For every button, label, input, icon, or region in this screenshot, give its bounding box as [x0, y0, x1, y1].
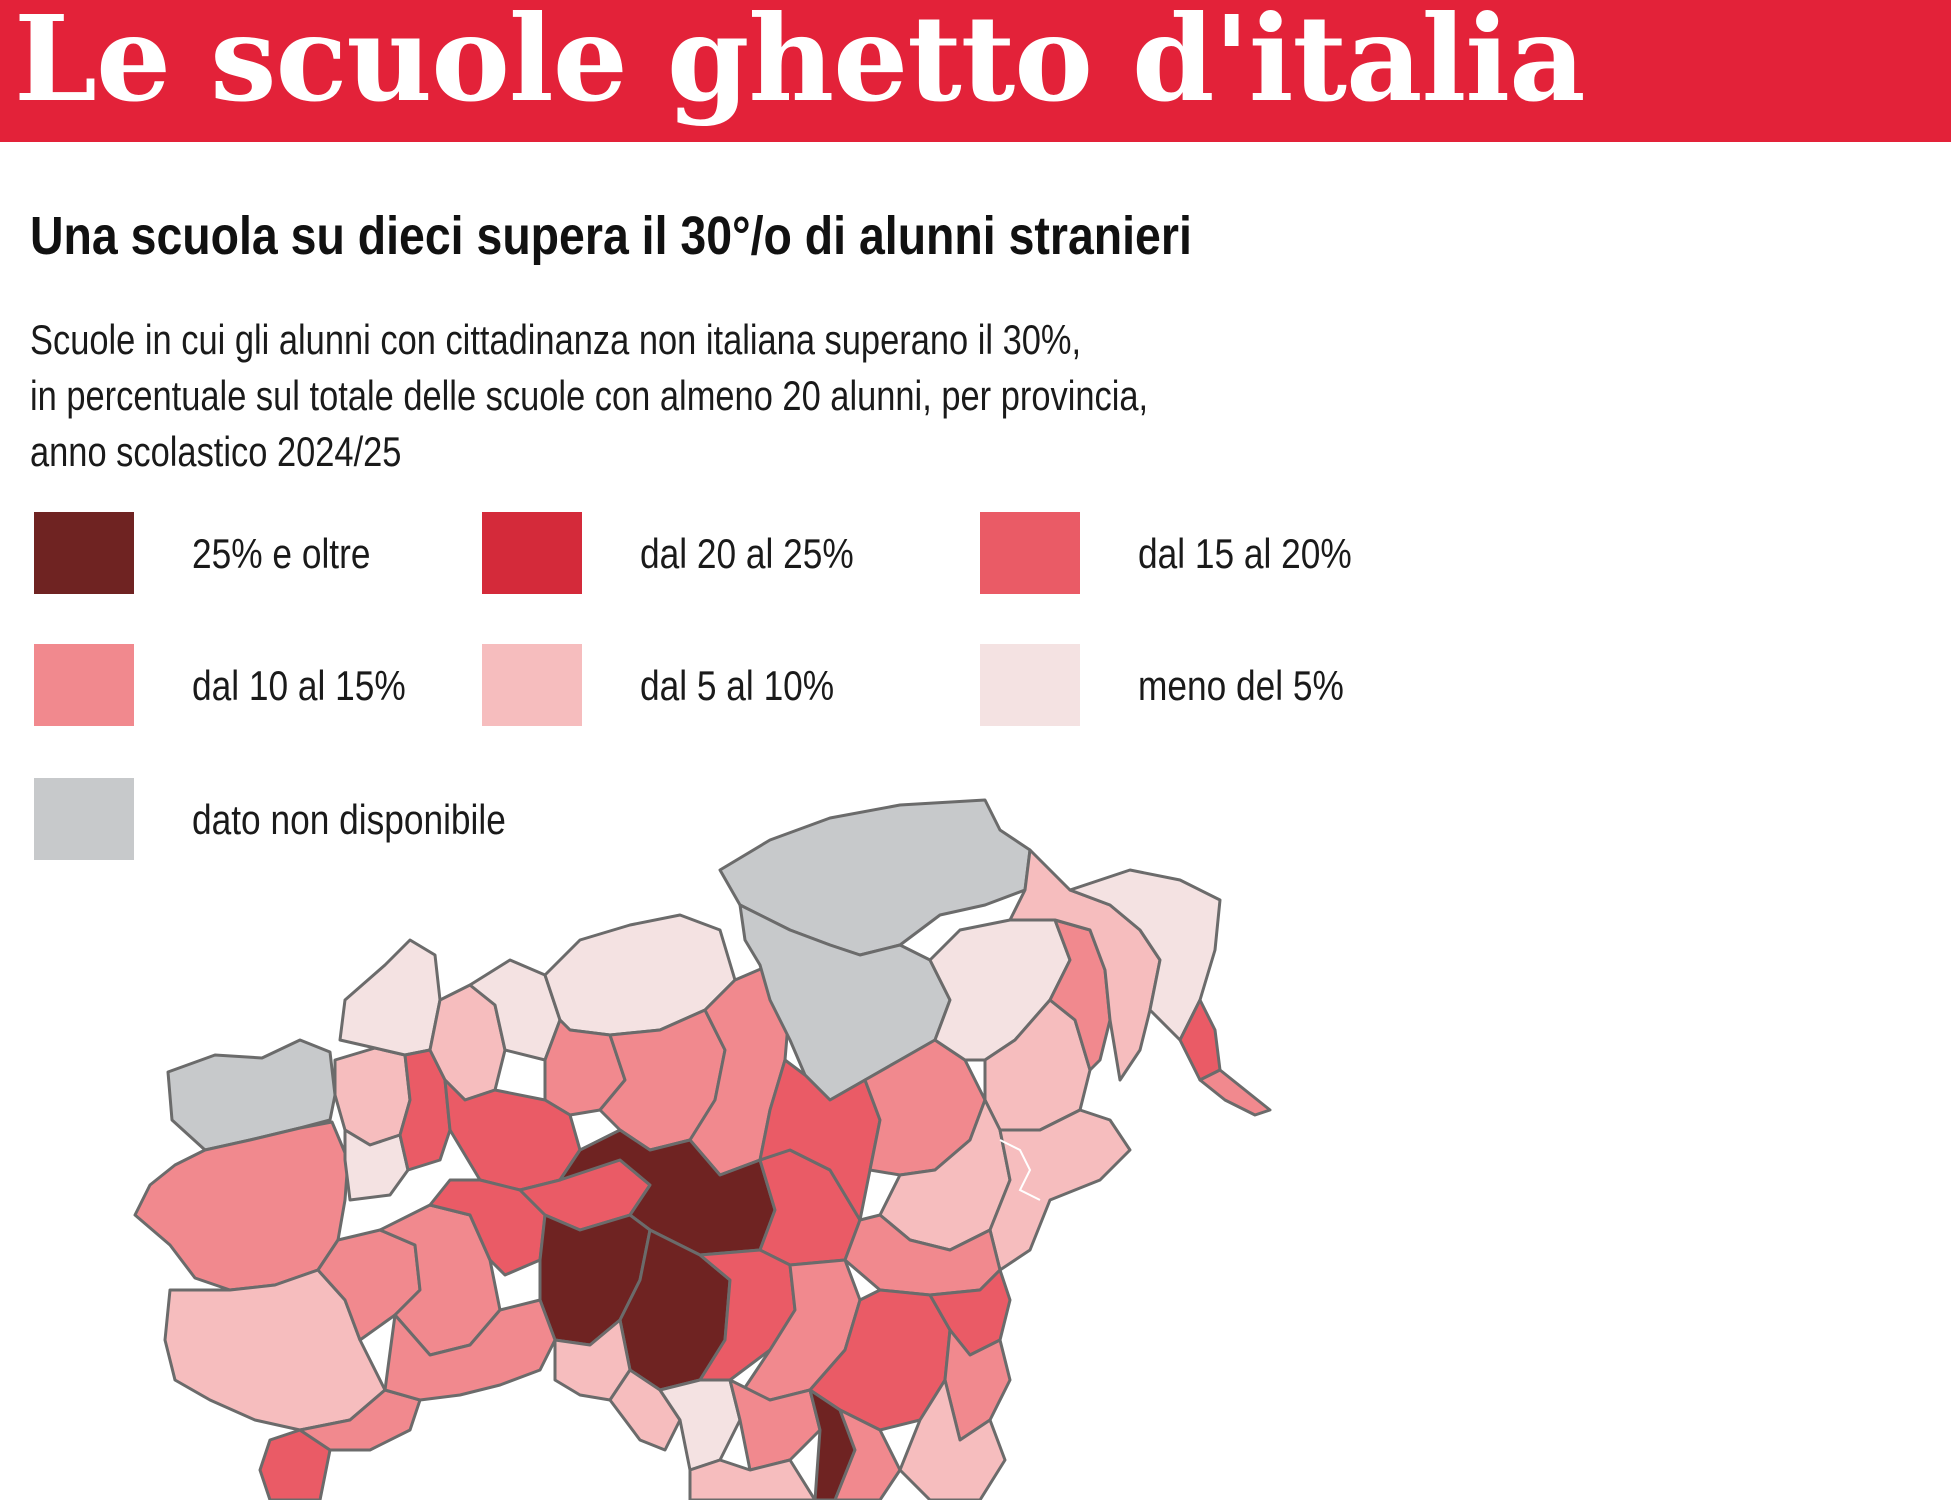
- province-vercelli: [343, 1128, 410, 1202]
- province-forli: [898, 1378, 1007, 1500]
- legend-label: dato non disponibile: [192, 796, 506, 843]
- legend-item-no-data: dato non disponibile: [34, 778, 634, 860]
- province-regions: [133, 798, 1272, 1500]
- legend-item-under-5: meno del 5%: [980, 644, 1440, 726]
- province-firenze: [833, 1408, 902, 1500]
- legend-swatch: [34, 778, 134, 860]
- province-trieste: [1198, 1068, 1272, 1117]
- legend-swatch: [980, 644, 1080, 726]
- province-savona: [298, 1388, 422, 1452]
- province-la-spezia: [553, 1318, 632, 1402]
- legend-item-15-20: dal 15 al 20%: [980, 512, 1440, 594]
- chart-subtitle: Scuole in cui gli alunni con cittadinanz…: [30, 312, 1148, 480]
- title-banner: Le scuole ghetto d'italia: [0, 0, 1951, 142]
- province-genova: [383, 1298, 557, 1402]
- legend-label: dal 5 al 10%: [640, 662, 835, 709]
- legend-label: dal 10 al 15%: [192, 662, 406, 709]
- legend-label: meno del 5%: [1138, 662, 1344, 709]
- chart-heading: Una scuola su dieci supera il 30°/o di a…: [30, 206, 1192, 266]
- province-verbania: [338, 938, 442, 1057]
- legend-item-5-10: dal 5 al 10%: [482, 644, 942, 726]
- venice-lagoon: [999, 1139, 1041, 1201]
- legend-item-20-25: dal 20 al 25%: [482, 512, 942, 594]
- province-aosta: [166, 1038, 337, 1152]
- legend-item-25-plus: 25% e oltre: [34, 512, 454, 594]
- subtitle-line: Scuole in cui gli alunni con cittadinanz…: [30, 316, 1082, 363]
- province-pisa: [688, 1458, 817, 1500]
- province-lucca: [658, 1378, 742, 1472]
- legend-item-10-15: dal 10 al 15%: [34, 644, 454, 726]
- page-title: Le scuole ghetto d'italia: [14, 0, 1586, 128]
- province-gorizia: [1178, 998, 1222, 1082]
- legend-swatch: [34, 644, 134, 726]
- province-venezia: [988, 1108, 1132, 1272]
- subtitle-line: in percentuale sul totale delle scuole c…: [30, 372, 1149, 419]
- legend-label: dal 20 al 25%: [640, 530, 854, 577]
- legend-swatch: [482, 512, 582, 594]
- province-pistoia: [728, 1378, 822, 1472]
- legend-label: dal 15 al 20%: [1138, 530, 1352, 577]
- province-torino: [133, 1120, 350, 1292]
- legend-label: 25% e oltre: [192, 530, 371, 577]
- legend-swatch: [34, 512, 134, 594]
- coastline: [999, 1139, 1041, 1201]
- legend-swatch: [482, 644, 582, 726]
- legend-swatch: [980, 512, 1080, 594]
- subtitle-line: anno scolastico 2024/25: [30, 428, 402, 475]
